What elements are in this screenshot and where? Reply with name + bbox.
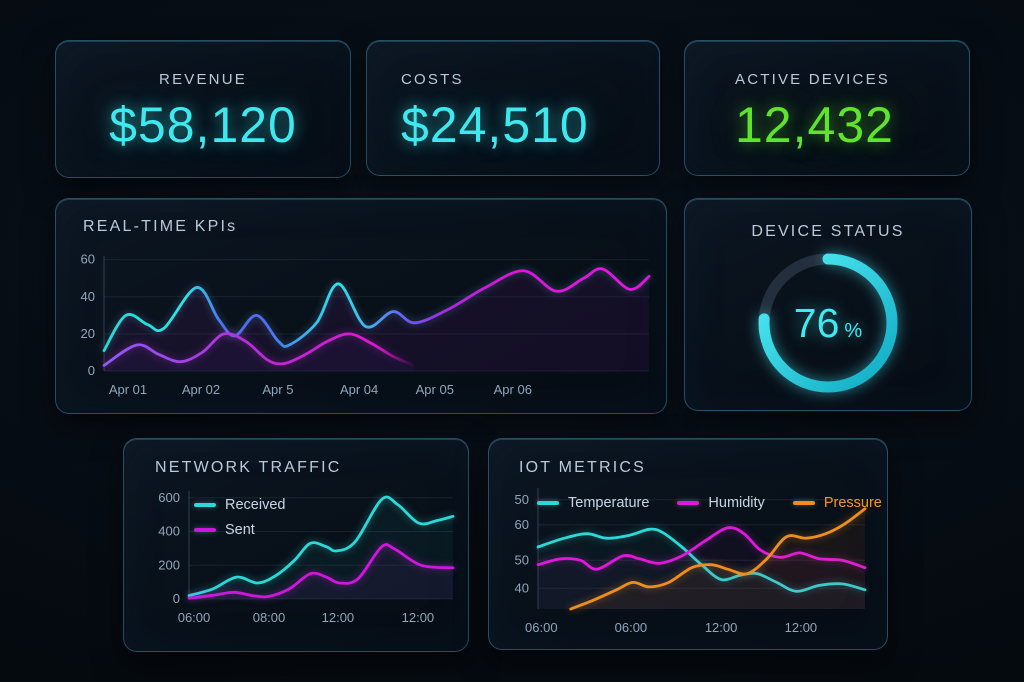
panel-title: REAL-TIME KPIs <box>83 218 238 235</box>
x-tick-label: 12:00 <box>705 620 738 635</box>
panel-title: DEVICE STATUS <box>751 223 905 240</box>
y-tick-label: 200 <box>158 557 180 572</box>
series-area-received <box>189 497 453 599</box>
stat-card-costs: COSTS $24,510 <box>366 40 660 176</box>
x-tick-label: 06:00 <box>615 620 648 635</box>
y-tick-label: 40 <box>515 580 529 595</box>
stat-value: $24,510 <box>401 97 589 153</box>
stat-card-active-devices: ACTIVE DEVICES 12,432 <box>684 40 970 176</box>
series-line-kpi-b <box>102 332 416 367</box>
y-tick-label: 600 <box>158 490 180 505</box>
device-status-panel: DEVICE STATUS 76 % <box>684 198 972 411</box>
legend-label: Pressure <box>823 495 882 511</box>
y-tick-label: 0 <box>88 363 95 378</box>
network-traffic-panel: NETWORK TRAFFIC 600 400 200 0 06:00 08:00 12:0… <box>123 438 469 652</box>
stat-value: $58,120 <box>109 97 297 153</box>
x-tick-label: 12:00 <box>322 610 355 625</box>
legend: Received Sent <box>194 497 285 547</box>
x-tick-label: Apr 05 <box>416 382 454 397</box>
stat-card-revenue: REVENUE $58,120 <box>55 40 351 178</box>
legend-item: Humidity <box>677 495 765 511</box>
iot-metrics-panel: IOT METRICS 50 60 50 40 06:00 06:00 12:00 12:00… <box>488 438 888 650</box>
stat-title: REVENUE <box>159 71 247 88</box>
legend-label: Temperature <box>568 495 650 511</box>
y-tick-label: 400 <box>158 524 180 539</box>
network-chart[interactable]: 600 400 200 0 06:00 08:00 12:00 12:00 <box>136 481 458 645</box>
panel-title: NETWORK TRAFFIC <box>155 459 342 476</box>
x-tick-label: Apr 01 <box>109 382 147 397</box>
y-tick-label: 60 <box>81 252 95 267</box>
series-line-kpi-a <box>102 267 651 352</box>
y-tick-label: 60 <box>515 517 529 532</box>
x-tick-label: 08:00 <box>253 610 286 625</box>
legend-item: Sent <box>194 522 285 538</box>
series-line-humidity <box>536 526 867 571</box>
legend-label: Humidity <box>708 495 765 511</box>
legend: Temperature Humidity Pressure <box>537 495 882 511</box>
progress-value-group: 76 % <box>748 300 908 347</box>
y-tick-label: 50 <box>515 552 529 567</box>
legend-label: Sent <box>225 522 255 538</box>
x-tick-label: 12:00 <box>785 620 818 635</box>
series-area-sent <box>189 544 453 599</box>
y-tick-label: 50 <box>515 492 529 507</box>
y-tick-label: 20 <box>81 326 95 341</box>
kpi-chart[interactable]: 60 40 20 0 Apr 01 Apr 02 Apr 5 Apr 04 Apr 05 Apr … <box>66 245 658 407</box>
series-area-kpi-a <box>104 268 649 371</box>
percent-sign: % <box>844 320 863 342</box>
legend-item: Received <box>194 497 285 513</box>
series-line-received <box>187 495 455 597</box>
progress-ring-arc <box>758 253 898 393</box>
series-line-pressure <box>569 507 867 611</box>
legend-item: Temperature <box>537 495 649 511</box>
legend-dash <box>792 501 815 505</box>
x-tick-label: Apr 02 <box>182 382 220 397</box>
legend-dash <box>194 528 216 532</box>
panel-title: IOT METRICS <box>519 459 647 476</box>
y-tick-label: 40 <box>81 289 95 304</box>
legend-dash <box>537 501 559 505</box>
progress-ring[interactable] <box>685 199 971 410</box>
stat-title: COSTS <box>401 71 464 88</box>
series-line-sent <box>187 543 455 600</box>
y-tick-label: 0 <box>173 591 180 606</box>
x-tick-label: Apr 06 <box>494 382 532 397</box>
x-tick-label: Apr 04 <box>340 382 378 397</box>
legend-dash <box>677 501 700 505</box>
kpi-panel: REAL-TIME KPIs 60 40 20 0 Apr 01 Apr 02 Apr 5 A… <box>55 198 667 414</box>
legend-label: Received <box>225 497 286 513</box>
iot-chart[interactable]: 50 60 50 40 06:00 06:00 12:00 12:00 <box>501 481 879 643</box>
x-tick-label: Apr 5 <box>262 382 293 397</box>
legend-item: Pressure <box>792 495 882 511</box>
series-area-pressure <box>570 508 865 609</box>
x-tick-label: 06:00 <box>178 610 211 625</box>
legend-dash <box>194 503 216 507</box>
stat-value: 12,432 <box>735 97 894 153</box>
progress-value: 76 <box>793 300 840 346</box>
x-tick-label: 06:00 <box>525 620 558 635</box>
x-tick-label: 12:00 <box>402 610 435 625</box>
stat-title: ACTIVE DEVICES <box>735 71 890 88</box>
